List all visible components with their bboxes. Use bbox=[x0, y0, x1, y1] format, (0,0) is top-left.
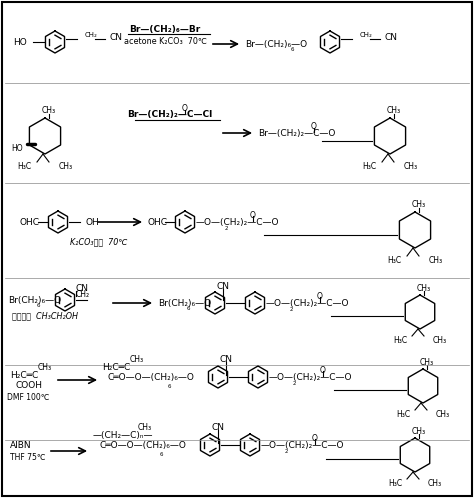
Text: —O—(CH₂)₂—C—O: —O—(CH₂)₂—C—O bbox=[266, 298, 349, 307]
Text: CH₂: CH₂ bbox=[85, 32, 98, 38]
Text: Br—(CH₂)₂—C—O: Br—(CH₂)₂—C—O bbox=[258, 128, 336, 137]
Text: CH₂: CH₂ bbox=[76, 289, 90, 298]
Text: 2: 2 bbox=[225, 226, 228, 231]
Text: CN: CN bbox=[76, 283, 89, 292]
Text: 6: 6 bbox=[291, 46, 294, 51]
Text: 6: 6 bbox=[168, 383, 172, 388]
Text: Br—(CH₂)₆—Br: Br—(CH₂)₆—Br bbox=[129, 24, 201, 33]
Text: 6: 6 bbox=[160, 452, 164, 457]
Text: H₂C═C: H₂C═C bbox=[102, 363, 130, 372]
Text: —O—(CH₂)₂—C—O: —O—(CH₂)₂—C—O bbox=[261, 441, 345, 450]
Text: CH₃: CH₃ bbox=[38, 363, 52, 372]
Text: H₃C: H₃C bbox=[362, 161, 376, 170]
Text: H₃C: H₃C bbox=[393, 336, 407, 345]
Text: CH₃: CH₃ bbox=[412, 200, 426, 209]
Text: O: O bbox=[320, 366, 326, 374]
Text: —(CH₂—C)ₙ—: —(CH₂—C)ₙ— bbox=[93, 430, 154, 440]
Text: CH₃: CH₃ bbox=[420, 358, 434, 367]
Text: O: O bbox=[311, 122, 317, 130]
Text: CN: CN bbox=[211, 422, 225, 431]
Text: HO: HO bbox=[13, 37, 27, 46]
Text: CH₃: CH₃ bbox=[412, 426, 426, 435]
Text: CH₂: CH₂ bbox=[360, 32, 373, 38]
Text: HO: HO bbox=[11, 143, 23, 152]
Text: H₃C: H₃C bbox=[387, 255, 401, 264]
Text: 2: 2 bbox=[284, 449, 288, 454]
Text: CN: CN bbox=[219, 355, 233, 364]
Text: O: O bbox=[312, 433, 318, 443]
Text: Br(CH₂)₆—O: Br(CH₂)₆—O bbox=[8, 295, 61, 304]
Text: 2: 2 bbox=[292, 380, 296, 385]
Text: COOH: COOH bbox=[16, 380, 43, 389]
Text: DMF 100℃: DMF 100℃ bbox=[7, 392, 49, 401]
Text: 2: 2 bbox=[289, 306, 293, 312]
Text: CH₃: CH₃ bbox=[404, 161, 418, 170]
Text: Br—(CH₂)₂—C—Cl: Br—(CH₂)₂—C—Cl bbox=[128, 110, 213, 119]
Text: CH₃: CH₃ bbox=[417, 283, 431, 292]
Text: CH₃: CH₃ bbox=[428, 479, 442, 488]
Text: THF 75℃: THF 75℃ bbox=[10, 453, 46, 462]
Text: OHC: OHC bbox=[148, 218, 168, 227]
Text: Br—(CH₂)₆—O: Br—(CH₂)₆—O bbox=[245, 39, 307, 48]
Text: CH₃: CH₃ bbox=[59, 161, 73, 170]
Text: C═O—O—(CH₂)₆—O: C═O—O—(CH₂)₆—O bbox=[100, 441, 187, 450]
Text: CH₃: CH₃ bbox=[42, 106, 56, 115]
Text: OHC: OHC bbox=[20, 218, 40, 227]
Text: CH₃: CH₃ bbox=[130, 355, 144, 364]
Text: CH₃: CH₃ bbox=[436, 409, 450, 418]
Text: AIBN: AIBN bbox=[10, 441, 32, 450]
Text: H₃C: H₃C bbox=[388, 479, 402, 488]
Text: O: O bbox=[250, 211, 256, 220]
Text: —O—(CH₂)₂—C—O: —O—(CH₂)₂—C—O bbox=[269, 373, 353, 381]
Text: Br(CH₂)₆—O: Br(CH₂)₆—O bbox=[158, 298, 211, 307]
Text: CN: CN bbox=[217, 281, 229, 290]
Text: K₂CO₃丙酮  70℃: K₂CO₃丙酮 70℃ bbox=[70, 238, 128, 247]
Text: CH₃: CH₃ bbox=[138, 422, 152, 431]
Text: H₃C: H₃C bbox=[396, 409, 410, 418]
Text: H₂C═C: H₂C═C bbox=[10, 371, 38, 379]
Text: CH₃: CH₃ bbox=[433, 336, 447, 345]
Text: CH₃: CH₃ bbox=[387, 106, 401, 115]
Text: 叔丁醇钾  CH₃CH₂OH: 叔丁醇钾 CH₃CH₂OH bbox=[12, 312, 78, 321]
Text: 6: 6 bbox=[186, 305, 190, 310]
Text: CN: CN bbox=[385, 32, 398, 41]
Text: acetone K₂CO₃  70℃: acetone K₂CO₃ 70℃ bbox=[124, 36, 207, 45]
Text: CN: CN bbox=[110, 32, 123, 41]
Text: H₃C: H₃C bbox=[17, 161, 31, 170]
Text: OH: OH bbox=[86, 218, 100, 227]
Text: —O—(CH₂)₂—C—O: —O—(CH₂)₂—C—O bbox=[196, 218, 280, 227]
Text: O: O bbox=[182, 104, 188, 113]
Text: O: O bbox=[317, 291, 323, 300]
Text: 6: 6 bbox=[36, 302, 40, 307]
Text: C═O—O—(CH₂)₆—O: C═O—O—(CH₂)₆—O bbox=[108, 373, 195, 381]
Text: CH₃: CH₃ bbox=[429, 255, 443, 264]
